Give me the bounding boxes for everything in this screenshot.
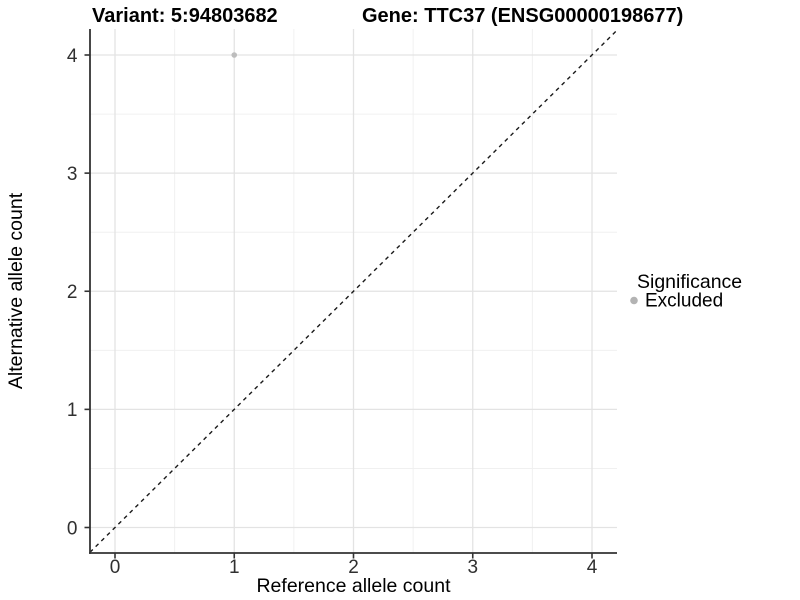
legend-title: Significance	[637, 271, 742, 293]
legend: Significance Excluded	[630, 271, 742, 312]
legend-item-label: Excluded	[645, 291, 723, 312]
y-tick-label: 3	[67, 164, 78, 185]
x-tick-label: 3	[467, 557, 478, 578]
x-tick-label: 4	[587, 557, 598, 578]
y-axis-title: Alternative allele count	[5, 192, 27, 389]
x-tick-label: 2	[348, 557, 359, 578]
identity-line-layer	[89, 29, 618, 553]
x-tick-label: 1	[229, 557, 240, 578]
identity-line	[89, 29, 618, 553]
y-tick-label: 4	[67, 46, 78, 67]
data-point	[231, 52, 238, 58]
gene-title: Gene: TTC37 (ENSG00000198677)	[362, 5, 683, 27]
variant-title: Variant: 5:94803682	[92, 5, 278, 27]
gridlines-major	[90, 29, 617, 553]
tick-marks-layer	[84, 54, 593, 559]
x-axis-title: Reference allele count	[256, 575, 451, 597]
y-tick-label: 0	[67, 518, 78, 539]
legend-key-dot	[630, 296, 638, 305]
data-points-layer	[231, 52, 238, 58]
x-tick-label: 0	[110, 557, 121, 578]
y-tick-label: 2	[67, 282, 78, 303]
y-tick-label: 1	[67, 400, 78, 421]
tick-labels-layer: 0 1 2 3 4 0 1 2 3 4	[67, 46, 598, 578]
